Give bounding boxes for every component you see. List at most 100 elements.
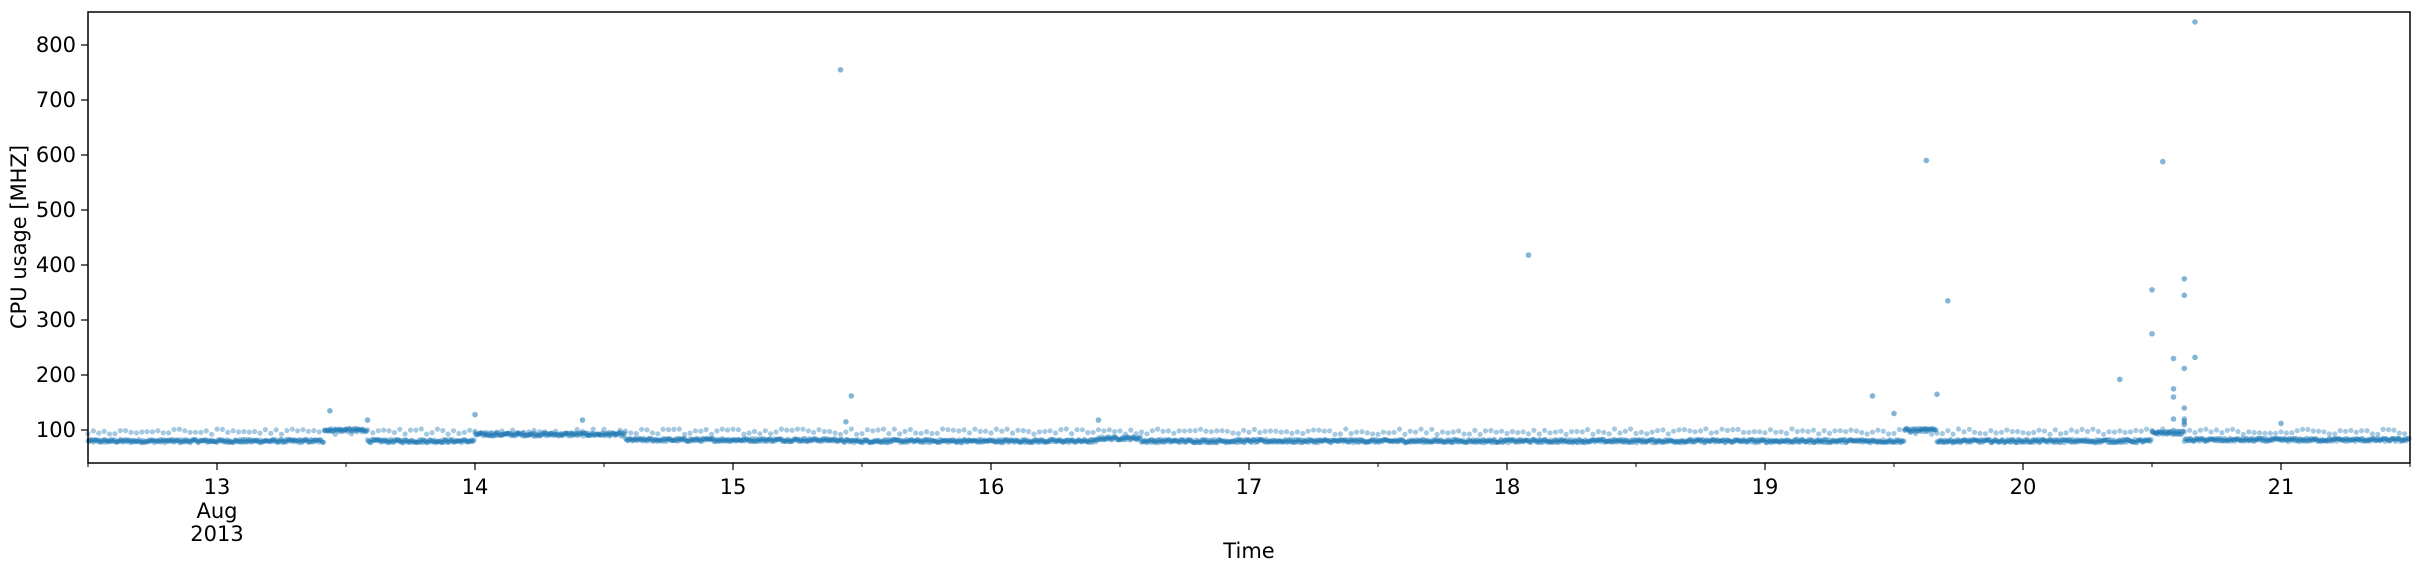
data-point	[1321, 437, 1327, 443]
data-point	[1341, 437, 1347, 443]
data-point	[790, 437, 796, 443]
data-point	[1234, 439, 1240, 446]
data-point	[298, 440, 304, 446]
data-point	[956, 428, 962, 434]
data-point	[519, 433, 526, 439]
data-point	[1282, 438, 1288, 444]
data-point	[871, 438, 878, 444]
data-point	[284, 439, 290, 445]
data-point	[862, 437, 868, 443]
spike-point	[2181, 276, 2188, 282]
data-point	[1005, 438, 1011, 444]
data-point	[1220, 438, 1226, 444]
data-point	[1181, 428, 1188, 434]
data-point	[649, 430, 656, 436]
data-point	[271, 438, 277, 444]
data-point	[745, 437, 751, 443]
data-point	[278, 437, 284, 443]
data-point	[1278, 429, 1284, 435]
data-point	[991, 437, 997, 443]
data-point	[518, 431, 524, 437]
data-point	[1334, 438, 1340, 444]
data-point	[305, 428, 311, 434]
y-tick-label: 600	[36, 143, 76, 167]
data-point	[1323, 437, 1329, 443]
data-point	[100, 437, 106, 443]
data-point	[2133, 427, 2139, 433]
data-point	[1280, 438, 1286, 444]
data-point	[1376, 439, 1382, 445]
data-point	[1181, 439, 1187, 445]
data-point	[119, 437, 125, 443]
data-point	[538, 432, 544, 438]
data-point	[699, 438, 705, 445]
data-point	[542, 429, 548, 435]
data-point	[577, 430, 583, 436]
data-point	[906, 438, 913, 444]
data-point	[723, 437, 729, 443]
data-point	[668, 437, 674, 444]
data-point	[1132, 436, 1138, 442]
data-point	[549, 430, 555, 436]
data-point	[1102, 435, 1108, 441]
data-point	[1252, 439, 1258, 445]
data-point	[240, 437, 246, 443]
data-point	[141, 440, 147, 446]
data-point	[690, 437, 696, 443]
data-point	[426, 437, 432, 443]
data-point	[932, 438, 938, 444]
data-point	[1342, 437, 1348, 443]
data-point	[112, 431, 118, 437]
data-point	[2402, 431, 2408, 437]
data-point	[893, 438, 899, 444]
data-point	[1315, 439, 1321, 446]
data-point	[245, 436, 251, 442]
y-tick-label: 200	[36, 363, 76, 387]
data-point	[1126, 435, 1132, 441]
data-point	[197, 438, 203, 444]
data-point	[1147, 437, 1153, 444]
data-point	[918, 438, 924, 444]
data-point	[866, 440, 872, 446]
data-point	[1395, 439, 1401, 445]
data-point	[90, 439, 96, 445]
data-point	[821, 438, 828, 444]
data-point	[1649, 429, 1655, 435]
data-point	[1101, 437, 1107, 443]
data-point	[913, 430, 919, 436]
data-point	[506, 430, 512, 437]
data-point	[251, 438, 257, 444]
data-point	[1009, 438, 1015, 444]
data-point	[1317, 437, 1323, 444]
data-point	[1344, 439, 1351, 445]
data-point	[618, 433, 624, 439]
data-point	[1209, 438, 1215, 445]
data-point	[364, 428, 370, 434]
data-point	[466, 438, 472, 444]
data-point	[624, 437, 630, 443]
data-point	[416, 439, 422, 445]
data-point	[2332, 431, 2338, 437]
data-point	[923, 429, 930, 435]
data-point	[1087, 437, 1093, 443]
data-point	[562, 430, 568, 436]
data-point	[687, 430, 693, 436]
data-point	[1353, 438, 1360, 444]
data-point	[560, 432, 566, 439]
data-point	[828, 437, 834, 443]
data-point	[419, 437, 425, 443]
data-point	[1929, 431, 1935, 437]
data-point	[1563, 431, 1569, 437]
data-point	[1133, 431, 1139, 437]
data-point	[1327, 428, 1333, 434]
data-point	[417, 439, 423, 445]
data-point	[396, 437, 402, 443]
data-point	[629, 436, 635, 442]
data-point	[220, 439, 226, 445]
data-point	[1373, 436, 1379, 442]
data-point	[574, 426, 580, 433]
data-point	[944, 437, 950, 444]
data-point	[168, 437, 174, 443]
data-point	[1214, 439, 1220, 445]
data-point	[403, 437, 409, 443]
